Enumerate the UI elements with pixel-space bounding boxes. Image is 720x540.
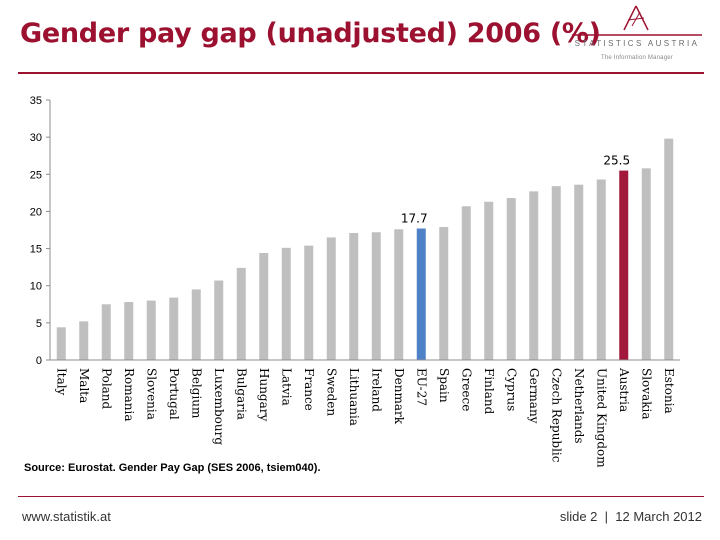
statistics-austria-logo: STATISTICS AUSTRIA The Information Manag… — [572, 2, 702, 64]
x-tick-label: Belgium — [189, 368, 203, 419]
x-tick-label: Ireland — [369, 368, 383, 412]
y-tick-label: 5 — [36, 318, 42, 330]
bar-chart: 0 5 10 15 20 25 30 35 Italy Malta Poland Romania Slo… — [30, 95, 680, 468]
bar — [191, 289, 201, 360]
x-tick-label: Lithuania — [347, 368, 361, 426]
bar — [641, 168, 651, 360]
x-tick-label: Cyprus — [504, 368, 518, 411]
bar — [529, 191, 539, 360]
bar — [349, 232, 359, 360]
x-tick-label: Denmark — [392, 368, 406, 425]
slide-number: slide 2 — [559, 509, 598, 524]
y-tick-label: 35 — [30, 95, 42, 107]
y-tick-label: 10 — [30, 281, 42, 293]
bar — [79, 321, 89, 360]
footer-separator: | — [601, 509, 612, 524]
y-tick-label: 20 — [30, 206, 42, 218]
source-note: Source: Eurostat. Gender Pay Gap (SES 20… — [24, 462, 321, 474]
x-tick-label: EU-27 — [414, 368, 428, 406]
bar — [214, 280, 224, 360]
x-tick-label: Netherlands — [572, 368, 586, 444]
bar — [461, 206, 471, 360]
x-tick-label: Sweden — [324, 368, 338, 416]
bar — [236, 267, 246, 360]
x-tick-label: Estonia — [662, 368, 676, 414]
bar — [101, 304, 111, 360]
x-tick-label: France — [302, 368, 316, 411]
x-tick-label: Malta — [77, 368, 91, 403]
bar — [56, 327, 66, 360]
x-tick-label: Germany — [527, 368, 541, 424]
y-tick-label: 0 — [36, 355, 42, 367]
x-tick-label: Finland — [482, 368, 496, 415]
logo-name: STATISTICS AUSTRIA — [574, 39, 700, 48]
y-tick-label: 30 — [30, 132, 42, 144]
footer-slide-info: slide 2 | 12 March 2012 — [560, 509, 702, 524]
bar — [259, 253, 269, 360]
bar — [664, 138, 674, 360]
title-rule — [18, 72, 704, 74]
y-tick-label: 25 — [30, 169, 42, 181]
x-tick-label: Hungary — [257, 368, 271, 421]
x-tick-label: Latvia — [279, 368, 293, 406]
data-label: 17.7 — [401, 212, 428, 226]
bar — [416, 228, 426, 360]
bar — [484, 201, 494, 360]
logo-tagline: The Information Manager — [601, 55, 673, 61]
x-tick-label: Slovenia — [144, 368, 158, 420]
footer-url[interactable]: www.statistik.at — [22, 509, 111, 524]
x-tick-label: Romania — [122, 368, 136, 422]
logo-mark-icon — [572, 5, 702, 36]
x-tick-label: Spain — [437, 368, 451, 403]
bar — [619, 170, 629, 360]
bar — [394, 229, 404, 360]
bar — [506, 198, 516, 360]
bar — [574, 184, 584, 360]
x-tick-label: Portugal — [167, 368, 181, 420]
bar — [439, 227, 449, 360]
footer-date: 12 March 2012 — [615, 509, 702, 524]
x-tick-label: Luxembourg — [212, 368, 226, 445]
page-title: Gender pay gap (unadjusted) 2006 (%) — [20, 18, 601, 49]
bar — [326, 237, 336, 360]
bar — [169, 297, 179, 360]
bar — [551, 186, 561, 360]
x-tick-label: Austria — [617, 367, 631, 412]
bar — [124, 302, 134, 360]
bar — [304, 245, 314, 360]
x-tick-label: Italy — [54, 368, 68, 396]
bar — [146, 300, 156, 360]
bar — [281, 247, 291, 360]
x-tick-label: Poland — [99, 368, 113, 410]
bar — [596, 179, 606, 360]
x-tick-label: Bulgaria — [234, 368, 248, 420]
bar — [371, 232, 381, 360]
footer-rule — [18, 496, 704, 497]
x-tick-label: Czech Republic — [549, 368, 563, 463]
x-tick-label: Greece — [459, 368, 473, 411]
data-label: 25.5 — [603, 154, 630, 168]
y-tick-label: 15 — [30, 244, 42, 256]
x-tick-label: United Kingdom — [594, 368, 608, 468]
x-tick-label: Slovakia — [639, 368, 653, 419]
